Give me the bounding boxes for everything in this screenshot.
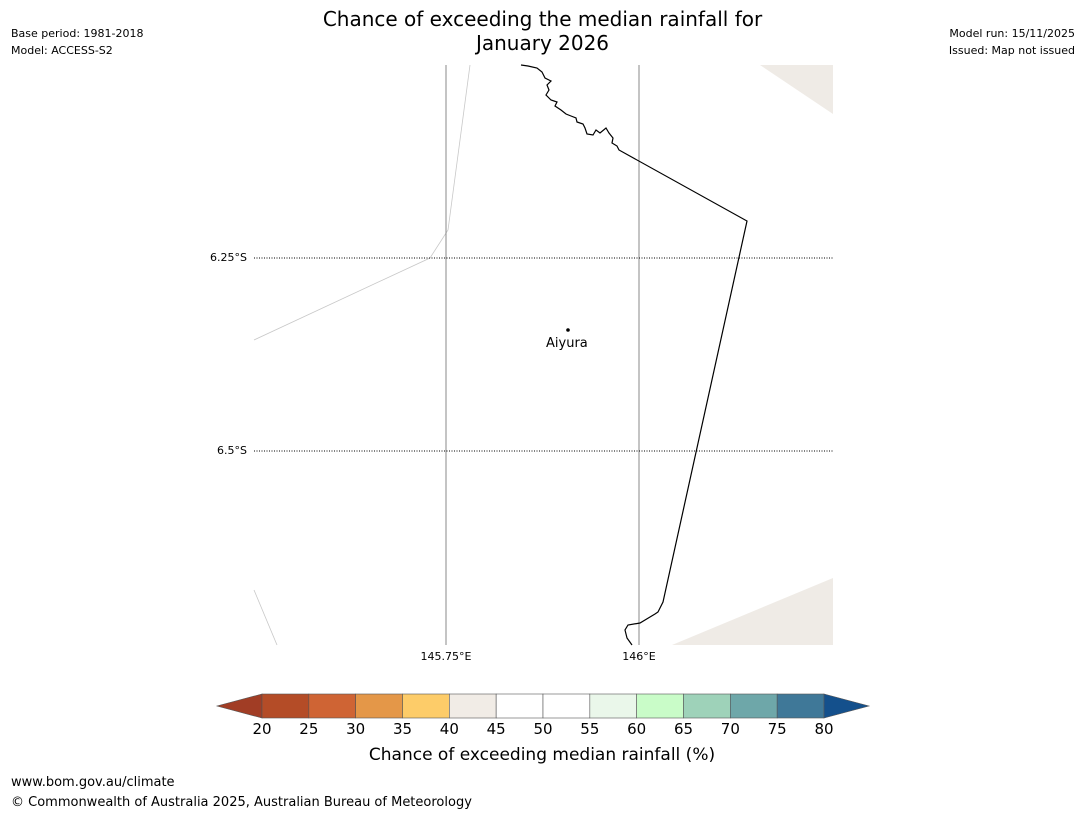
title-line-2: January 2026 — [475, 31, 610, 55]
colorbar-tick-60: 60 — [627, 720, 647, 738]
colorbar-tick-75: 75 — [767, 720, 787, 738]
colorbar-extend-high — [823, 693, 871, 719]
colorbar-segment-40-45 — [449, 693, 497, 719]
model-name: Model: ACCESS-S2 — [11, 44, 113, 57]
colorbar-segment-70-75 — [730, 693, 778, 719]
colorbar-segment-45-50 — [495, 693, 544, 719]
colorbar-tick-35: 35 — [392, 720, 413, 738]
base-period: Base period: 1981-2018 — [11, 27, 144, 40]
lat-label-6-25: 6.25°S — [210, 251, 247, 264]
shaded-region-bottom-right — [672, 578, 833, 645]
shaded-region-top-right — [760, 65, 833, 114]
faint-boundary-line-lower — [253, 589, 278, 646]
lon-label-145-75: 145.75°E — [420, 650, 472, 663]
colorbar-segment-65-70 — [683, 693, 731, 719]
model-run: Model run: 15/11/2025 — [949, 27, 1075, 40]
colorbar-tick-45: 45 — [486, 720, 506, 738]
colorbar-segment-50-55 — [542, 693, 591, 719]
title-line-1: Chance of exceeding the median rainfall … — [322, 7, 763, 31]
colorbar-title: Chance of exceeding median rainfall (%) — [368, 745, 716, 765]
colorbar-tick-55: 55 — [580, 720, 600, 738]
colorbar-segment-60-65 — [636, 693, 684, 719]
colorbar-segment-55-60 — [589, 693, 637, 719]
colorbar-tick-20: 20 — [252, 720, 272, 738]
page-title: Chance of exceeding the median rainfall … — [240, 7, 845, 55]
lon-label-146: 146°E — [622, 650, 656, 663]
colorbar-segment-25-30 — [308, 693, 356, 719]
location-label: Aiyura — [546, 336, 588, 351]
footer-url: www.bom.gov.au/climate — [11, 775, 175, 790]
issued-status: Issued: Map not issued — [948, 44, 1075, 57]
colorbar-tick-50: 50 — [533, 720, 553, 738]
colorbar-tick-40: 40 — [439, 720, 459, 738]
colorbar-segment-75-80 — [776, 693, 825, 719]
colorbar-tick-65: 65 — [673, 720, 694, 738]
header-right: Model run: 15/11/2025 Issued: Map not is… — [949, 25, 1075, 59]
header-left: Base period: 1981-2018 Model: ACCESS-S2 — [11, 25, 143, 59]
colorbar-extend-low — [215, 693, 263, 719]
faint-boundary-line — [253, 64, 471, 341]
colorbar-tick-30: 30 — [346, 720, 366, 738]
colorbar-tick-25: 25 — [299, 720, 319, 738]
colorbar-segment-30-35 — [355, 693, 403, 719]
footer-copyright: © Commonwealth of Australia 2025, Austra… — [11, 795, 472, 810]
colorbar-segment-20-25 — [261, 693, 310, 719]
location-marker — [566, 328, 570, 332]
colorbar-tick-70: 70 — [720, 720, 740, 738]
colorbar-segment-35-40 — [402, 693, 450, 719]
lat-label-6-5: 6.5°S — [217, 444, 247, 457]
colorbar-tick-80: 80 — [814, 720, 834, 738]
border-line — [520, 64, 748, 646]
